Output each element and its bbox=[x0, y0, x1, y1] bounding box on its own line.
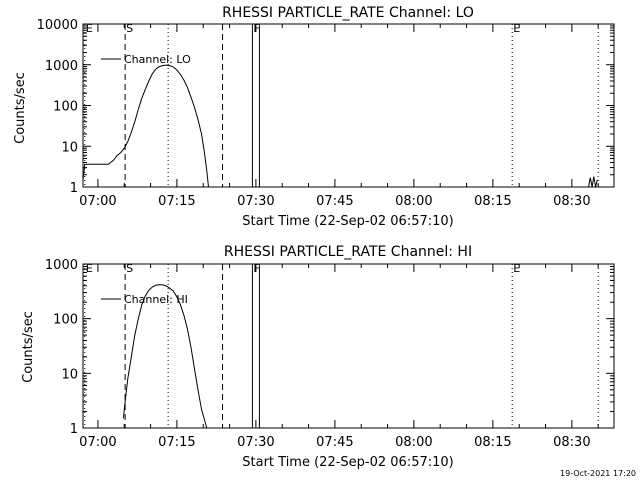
x-tick-label: 07:45 bbox=[316, 435, 353, 450]
x-tick-label: 07:30 bbox=[237, 194, 274, 209]
y-tick-label: 10 bbox=[61, 140, 78, 155]
x-tick-label: 08:00 bbox=[395, 435, 432, 450]
y-tick-label: 1 bbox=[70, 181, 78, 196]
x-tick-label: 07:00 bbox=[79, 435, 116, 450]
y-axis-label: Counts/sec bbox=[21, 311, 36, 383]
x-tick-label: 07:30 bbox=[237, 435, 274, 450]
event-marker-label: S bbox=[126, 22, 133, 35]
chart-panel-lo: RHESSI PARTICLE_RATE Channel: LO Counts/… bbox=[13, 5, 615, 229]
x-tick-label: 07:45 bbox=[316, 194, 353, 209]
series-line bbox=[82, 64, 209, 188]
x-tick-label: 08:15 bbox=[474, 435, 511, 450]
x-tick-label: 08:30 bbox=[553, 194, 590, 209]
chart-panel-hi: RHESSI PARTICLE_RATE Channel: HI Counts/… bbox=[21, 244, 615, 470]
x-axis-label: Start Time (22-Sep-02 06:57:10) bbox=[242, 455, 453, 470]
chart-title: RHESSI PARTICLE_RATE Channel: HI bbox=[224, 244, 472, 260]
event-marker-label: E bbox=[86, 22, 93, 35]
x-tick-label: 07:00 bbox=[79, 194, 116, 209]
y-tick-label: 100 bbox=[53, 100, 78, 115]
plot-frame bbox=[82, 263, 615, 429]
y-axis-label: Counts/sec bbox=[13, 72, 28, 144]
y-tick-label: 10 bbox=[61, 367, 78, 382]
event-marker-label: E bbox=[513, 22, 520, 35]
event-marker-label: E bbox=[513, 262, 520, 275]
x-tick-label: 08:15 bbox=[474, 194, 511, 209]
event-marker-label: E bbox=[86, 262, 93, 275]
legend-label: Channel: LO bbox=[124, 53, 191, 66]
x-tick-label: 08:30 bbox=[553, 435, 590, 450]
y-tick-label: 1000 bbox=[45, 258, 78, 273]
x-tick-label: 07:15 bbox=[158, 435, 195, 450]
footer-timestamp: 19-Oct-2021 17:20 bbox=[560, 469, 636, 478]
legend-label: Channel: HI bbox=[124, 293, 188, 306]
event-marker-label: F bbox=[253, 22, 259, 35]
series-line bbox=[122, 284, 208, 429]
x-axis-label: Start Time (22-Sep-02 06:57:10) bbox=[242, 214, 453, 229]
y-tick-label: 100 bbox=[53, 313, 78, 328]
chart-title: RHESSI PARTICLE_RATE Channel: LO bbox=[222, 5, 474, 21]
x-tick-label: 07:15 bbox=[158, 194, 195, 209]
x-tick-label: 08:00 bbox=[395, 194, 432, 209]
event-marker-label: F bbox=[253, 262, 259, 275]
event-marker-label: S bbox=[126, 262, 133, 275]
series-line bbox=[588, 176, 598, 188]
y-tick-label: 1000 bbox=[45, 59, 78, 74]
y-tick-label: 10000 bbox=[37, 18, 78, 33]
y-tick-label: 1 bbox=[70, 422, 78, 437]
